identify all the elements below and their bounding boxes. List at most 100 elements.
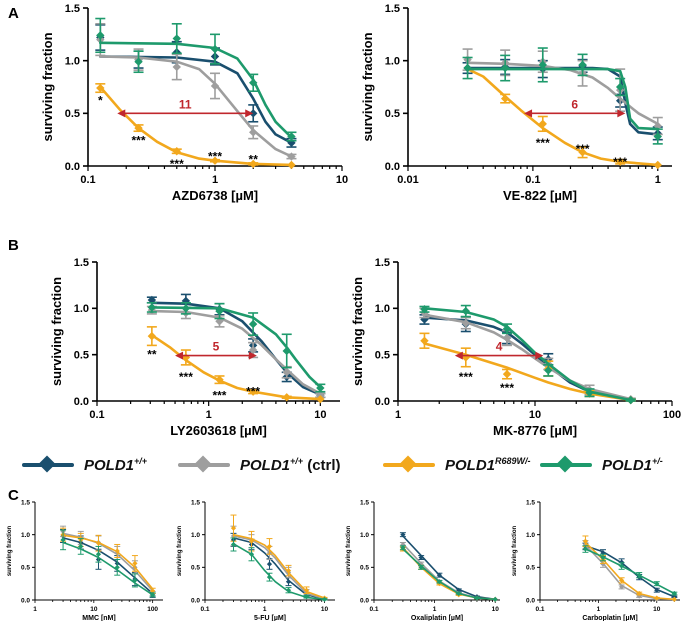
data-point [210,81,220,91]
x-tick-label: 0.1 [535,606,544,613]
x-tick-label: 0.1 [89,409,104,421]
legend-label-ctrl: POLD1+/+ (ctrl) [240,456,341,474]
data-point [210,44,220,54]
x-tick-label: 0.01 [397,174,418,186]
y-tick-label: 0.5 [65,108,80,120]
data-point [282,368,291,377]
series-POLD1+/+ [419,314,636,405]
fit-curve [423,316,633,402]
data-point [502,333,512,343]
y-tick-label: 1.0 [385,56,400,68]
fit-curve [584,545,676,598]
fold-change-label: 5 [213,340,220,354]
x-axis-label: MK-8776 [µM] [493,423,577,438]
legend-label-wt: POLD1+/+ [84,456,147,474]
data-point [619,563,625,569]
data-point [172,147,181,156]
data-point [96,83,105,93]
fold-arrow-head-right [535,351,544,360]
series-POLD1R689W/- [95,83,296,170]
panel-letter-b: B [8,237,19,254]
series-POLD1+/- [230,537,328,602]
series-POLD1+/+ [462,58,663,141]
data-point [418,561,424,567]
y-tick-label: 0.0 [65,161,80,173]
fit-curve [466,61,660,126]
significance-stars: ** [147,348,157,362]
legend-marker-mutant [399,455,417,473]
data-point [400,545,406,551]
data-point [436,579,442,585]
fit-curve [466,67,660,131]
fit-curve [423,307,633,402]
data-point [248,319,258,329]
x-axis-label: AZD6738 [µM] [172,188,258,203]
data-point [420,305,429,314]
data-point [461,318,470,328]
x-tick-label: 1 [597,606,601,613]
data-point [671,596,677,602]
x-tick-label: 1 [33,606,37,613]
data-point [181,304,191,313]
data-point [282,393,291,402]
x-tick-label: 0.1 [525,174,540,186]
data-point [316,394,325,404]
fold-arrow-head-right [248,351,257,360]
legend-extra: (ctrl) [303,457,341,474]
x-axis-label: MMC [nM] [82,615,115,621]
series-POLD1+/+ [146,293,326,400]
legend-swatch-wt [22,455,74,473]
data-point [538,60,547,70]
significance-stars: *** [613,155,627,169]
x-tick-label: 10 [314,409,326,421]
fit-curve [402,543,496,601]
y-tick-label: 0.5 [360,565,369,572]
data-point [303,587,310,593]
y-tick-label: 0.0 [360,597,369,604]
data-point [502,369,512,379]
data-point [653,121,662,131]
data-point [619,559,625,565]
data-point [285,568,292,574]
series-POLD1+/- [95,17,297,142]
legend-gene: POLD1 [240,457,291,474]
data-point [147,303,157,312]
data-point [95,551,102,557]
data-point [654,581,660,587]
y-tick-label: 0.0 [385,161,400,173]
data-point [671,594,677,600]
data-point [134,123,143,133]
x-axis-label: Oxaliplatin [µM] [411,615,463,621]
legend-swatch-mutant [383,455,435,473]
data-point [248,551,255,557]
significance-stars: * [98,94,103,108]
fold-arrow-head-left [117,109,126,118]
data-point [114,548,120,554]
chart-mk8776: 0.0 0.5 1.0 1.5 1 10 100 MK-8776 [µM] surviving … [350,257,681,438]
y-tick-label: 0.5 [74,350,89,362]
data-point [500,63,510,73]
data-point [287,132,296,141]
fold-arrow-head-left [175,351,184,360]
x-axis-label: Carboplatin [µM] [582,615,637,621]
chart-oxaliplatin: 0.0 0.5 1.0 1.5 0.1 1 10 Oxaliplatin [µM] surviv… [346,499,500,621]
panel-letter-a: A [8,5,19,22]
series-POLD1+/+ (ctrl) [146,305,326,400]
legend-swatch-ctrl [178,455,230,473]
chart-ve822: 0.0 0.5 1.0 1.5 0.01 0.1 1 VE-822 [µM] surviving… [360,3,672,203]
data-point [303,594,310,600]
significance-stars: *** [132,134,146,148]
fit-curve [150,301,322,396]
data-point [400,532,406,538]
fit-curve [150,309,322,395]
x-tick-label: 1 [263,606,267,613]
series-POLD1R689W/- [146,326,325,404]
fit-curve [466,66,660,136]
data-point [582,546,589,552]
data-point [282,346,291,356]
fold-change-label: 4 [496,340,503,354]
y-tick-label: 1.5 [526,499,535,506]
legend-label-het: POLD1+/- [602,456,663,474]
data-point [420,336,429,345]
